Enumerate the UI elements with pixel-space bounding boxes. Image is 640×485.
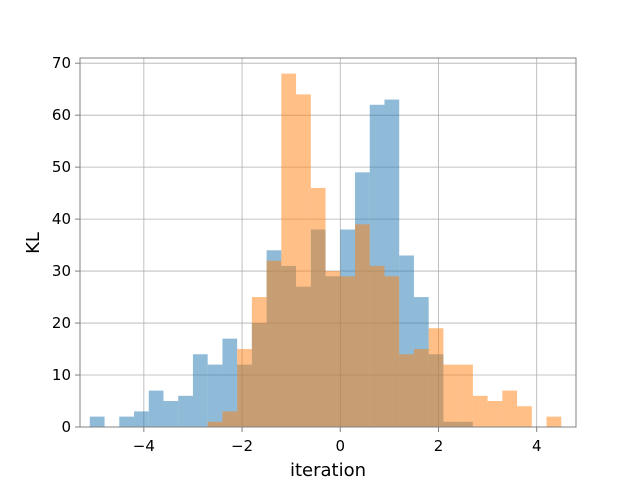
- series-2-bar: [502, 390, 518, 427]
- series-2-bar: [266, 260, 282, 427]
- series-2-bar: [546, 416, 562, 427]
- series-2-bar: [340, 276, 356, 427]
- y-tick-label: 30: [52, 262, 71, 280]
- y-tick-label: 40: [52, 210, 71, 228]
- plot-frame: [79, 57, 577, 428]
- series-1-bar: [148, 390, 164, 427]
- series-2-bar: [325, 271, 341, 427]
- x-tick-label: 4: [532, 437, 542, 455]
- histogram-bars: [89, 73, 562, 428]
- series-2-bar: [207, 421, 223, 427]
- series-1-bar: [178, 395, 193, 427]
- y-axis-label: KL: [23, 232, 44, 254]
- x-tick-label: 0: [336, 437, 346, 455]
- series-2-bar: [355, 224, 370, 427]
- series-1-bar: [163, 401, 179, 427]
- series-1-bar: [134, 411, 149, 427]
- series-2-bar: [487, 401, 503, 427]
- series-2-bar: [222, 411, 238, 427]
- y-tick-label: 50: [52, 158, 71, 176]
- x-axis-label: iteration: [290, 460, 366, 480]
- series-2-bar: [251, 297, 267, 427]
- series-1-bar: [207, 364, 223, 427]
- series-2-bar: [517, 406, 532, 427]
- series-2-bar: [281, 73, 297, 427]
- series-2-bar: [443, 364, 459, 427]
- x-tick-label: −2: [231, 437, 253, 455]
- series-2-bar: [384, 276, 400, 427]
- series-2-bar: [237, 349, 252, 427]
- y-tick-label: 60: [52, 106, 71, 124]
- series-1-bar: [119, 416, 135, 427]
- series-2-bar: [413, 349, 429, 427]
- x-tick-label: 2: [434, 437, 444, 455]
- series-1-bar: [222, 338, 238, 427]
- y-tick-label: 20: [52, 314, 71, 332]
- series-2-bar: [472, 395, 488, 427]
- series-2-bar: [296, 94, 311, 427]
- series-2-bar: [428, 328, 444, 427]
- series-2-bar: [310, 187, 326, 427]
- series-1-bar: [192, 354, 208, 427]
- series-2-bar: [458, 364, 473, 427]
- series-1-bar: [89, 416, 105, 427]
- x-tick-label: −4: [133, 437, 155, 455]
- series-2-bar: [399, 354, 414, 427]
- y-tick-label: 0: [61, 418, 71, 436]
- y-tick-label: 10: [52, 366, 71, 384]
- series-2-bar: [369, 265, 385, 427]
- y-tick-label: 70: [52, 54, 71, 72]
